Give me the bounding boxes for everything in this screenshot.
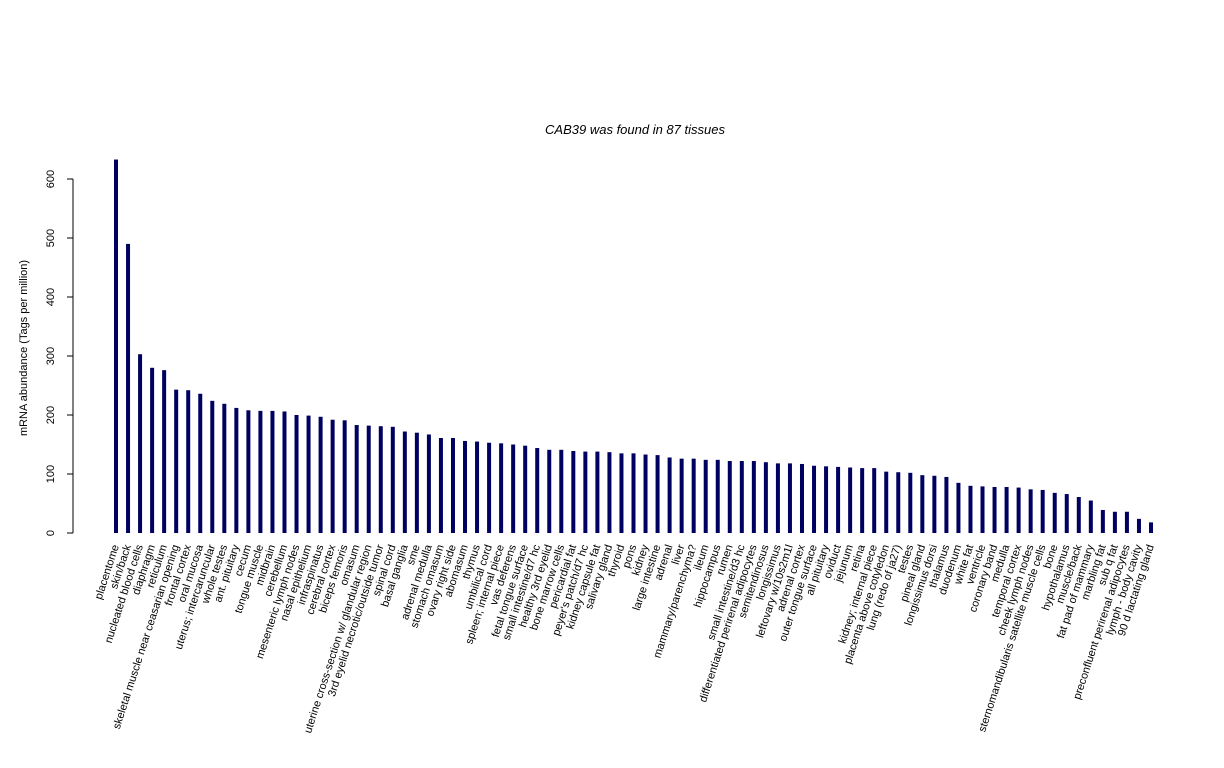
bar bbox=[174, 389, 179, 533]
bar bbox=[222, 403, 227, 533]
bar bbox=[980, 486, 985, 533]
bar bbox=[1100, 509, 1105, 533]
bar bbox=[751, 461, 756, 533]
bar bbox=[463, 440, 468, 533]
bar bbox=[571, 450, 576, 533]
bar bbox=[438, 438, 443, 533]
bar bbox=[547, 449, 552, 533]
bar bbox=[595, 451, 600, 533]
bar bbox=[667, 457, 672, 533]
bar bbox=[824, 466, 829, 533]
bar bbox=[186, 390, 191, 533]
bar bbox=[1052, 492, 1057, 533]
bar bbox=[1028, 489, 1033, 533]
bar bbox=[932, 475, 937, 533]
bar bbox=[679, 458, 684, 533]
bar bbox=[848, 467, 853, 533]
bar bbox=[114, 159, 118, 533]
bar bbox=[559, 449, 564, 533]
bar bbox=[1064, 494, 1069, 533]
bar bbox=[619, 453, 624, 533]
bar bbox=[739, 461, 744, 533]
y-tick-label: 400 bbox=[45, 288, 57, 306]
bar bbox=[414, 432, 419, 533]
bar bbox=[944, 476, 949, 533]
bar bbox=[1124, 511, 1129, 533]
bar bbox=[896, 472, 901, 533]
bar bbox=[1040, 489, 1045, 533]
bar bbox=[487, 442, 492, 533]
y-tick-label: 100 bbox=[45, 465, 57, 483]
bar bbox=[523, 445, 528, 533]
bar bbox=[836, 466, 841, 533]
bar bbox=[691, 458, 696, 533]
bar bbox=[258, 410, 263, 533]
bar bbox=[318, 416, 323, 533]
bar bbox=[631, 453, 636, 533]
bar bbox=[475, 441, 480, 533]
bar bbox=[920, 475, 925, 533]
bar bbox=[1112, 511, 1117, 533]
bar bbox=[763, 462, 768, 533]
bar bbox=[282, 411, 287, 533]
bar bbox=[499, 443, 504, 533]
bar bbox=[655, 455, 660, 533]
bar bbox=[234, 407, 239, 533]
y-axis-label: mRNA abundance (Tags per million) bbox=[18, 260, 30, 436]
bar bbox=[246, 410, 251, 533]
bar bbox=[1136, 518, 1141, 533]
bar bbox=[378, 426, 383, 533]
bar bbox=[607, 452, 612, 533]
bar bbox=[198, 393, 203, 533]
bar bbox=[402, 431, 407, 533]
y-tick-label: 600 bbox=[45, 170, 57, 188]
y-tick-label: 500 bbox=[45, 229, 57, 247]
bar bbox=[138, 354, 143, 533]
bar bbox=[860, 468, 865, 533]
bar bbox=[390, 426, 395, 533]
bar bbox=[126, 243, 131, 533]
bar bbox=[150, 367, 155, 533]
bar bbox=[956, 482, 961, 533]
bar bbox=[535, 448, 540, 533]
bar bbox=[450, 438, 455, 533]
bar bbox=[426, 434, 431, 533]
bar bbox=[1088, 500, 1093, 533]
bar bbox=[992, 486, 997, 533]
bar bbox=[727, 461, 732, 533]
bar bbox=[643, 454, 648, 533]
bar bbox=[968, 485, 973, 533]
bar bbox=[884, 471, 889, 533]
bar bbox=[715, 459, 720, 533]
bar bbox=[583, 451, 588, 533]
y-tick-label: 200 bbox=[45, 406, 57, 424]
bar bbox=[872, 468, 877, 533]
bar bbox=[342, 420, 347, 533]
bar bbox=[366, 425, 371, 533]
bar bbox=[787, 463, 792, 533]
bar bbox=[799, 463, 804, 533]
chart-title: CAB39 was found in 87 tissues bbox=[545, 122, 725, 137]
bar bbox=[270, 410, 275, 533]
y-tick-label: 300 bbox=[45, 347, 57, 365]
bar bbox=[775, 463, 780, 533]
bar bbox=[210, 400, 215, 533]
bar bbox=[812, 465, 817, 533]
bar bbox=[330, 419, 335, 533]
bar bbox=[162, 370, 167, 533]
bar bbox=[306, 415, 311, 533]
bar bbox=[908, 472, 913, 533]
bar bbox=[1004, 486, 1009, 533]
bar bbox=[703, 459, 708, 533]
bar bbox=[1016, 487, 1021, 533]
y-tick-label: 0 bbox=[45, 530, 57, 536]
bar bbox=[511, 444, 516, 533]
bar bbox=[294, 415, 299, 533]
bar bbox=[1076, 497, 1081, 533]
bar bbox=[1149, 522, 1153, 533]
bar bbox=[354, 425, 359, 533]
